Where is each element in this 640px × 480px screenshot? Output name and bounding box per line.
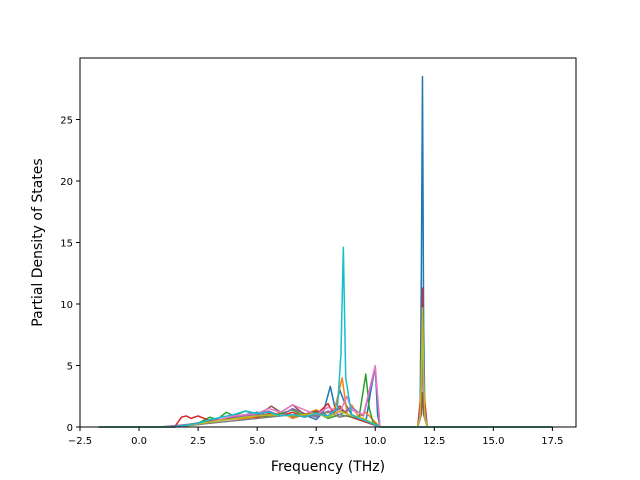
x-axis-ticks: −2.5 0.0 2.5 5.0 7.5 10.0 12.5 15.0 17.5 xyxy=(68,427,564,447)
y-tick-label: 0 xyxy=(67,423,73,434)
x-tick-label: −2.5 xyxy=(68,436,92,447)
series-line-7 xyxy=(98,364,553,428)
x-tick-label: 12.5 xyxy=(423,436,445,447)
y-tick-label: 10 xyxy=(60,300,73,311)
y-tick-label: 15 xyxy=(60,239,73,250)
x-tick-label: 2.5 xyxy=(190,436,206,447)
y-tick-label: 5 xyxy=(67,362,73,373)
x-tick-label: 5.0 xyxy=(249,436,265,447)
x-tick-label: 15.0 xyxy=(482,436,504,447)
y-axis-label: Partial Density of States xyxy=(30,158,46,326)
y-tick-label: 25 xyxy=(60,116,73,127)
series-line-10 xyxy=(98,246,553,428)
x-tick-label: 10.0 xyxy=(364,436,386,447)
x-tick-label: 17.5 xyxy=(541,436,563,447)
y-tick-label: 20 xyxy=(60,177,73,188)
series-layer xyxy=(98,75,553,428)
x-tick-label: 7.5 xyxy=(308,436,324,447)
x-axis-label: Frequency (THz) xyxy=(271,459,385,475)
x-tick-label: 0.0 xyxy=(131,436,147,447)
y-axis-ticks: 0 5 10 15 20 25 xyxy=(60,116,80,434)
